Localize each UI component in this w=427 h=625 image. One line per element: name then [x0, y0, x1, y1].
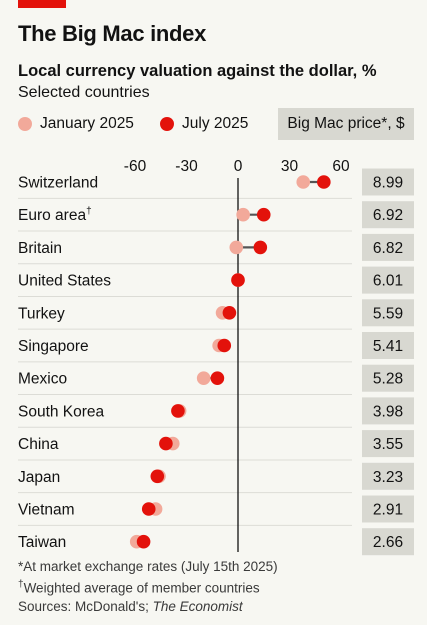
chart-subsubtitle: Selected countries — [18, 84, 150, 101]
price-box — [362, 332, 414, 359]
country-label: United States — [18, 273, 111, 290]
dot-jul — [253, 240, 268, 255]
country-label: Taiwan — [18, 534, 66, 551]
legend-jan-dot — [18, 117, 32, 131]
footnotes: *At market exchange rates (July 15th 202… — [18, 558, 278, 616]
price-value: 2.91 — [373, 502, 403, 519]
price-value: 5.59 — [373, 305, 403, 322]
price-value: 6.01 — [373, 273, 403, 290]
price-box — [362, 299, 414, 327]
footnote-sources: Sources: McDonald's; The Economist — [18, 598, 278, 616]
legend-jul: July 2025 — [160, 115, 248, 133]
dot-jul — [159, 436, 173, 451]
dot-jan — [296, 175, 311, 189]
footnote-dagger-mark: † — [18, 579, 24, 590]
price-value: 6.82 — [373, 240, 403, 257]
dot-jan — [236, 207, 250, 222]
dot-jul — [231, 273, 245, 287]
dot-jul — [256, 207, 271, 222]
price-value: 5.28 — [373, 371, 403, 388]
x-tick-label: 0 — [234, 158, 243, 175]
price-box — [362, 397, 414, 425]
brand-bar — [18, 0, 66, 8]
dot-jul — [222, 306, 237, 320]
legend-jul-dot — [160, 117, 174, 131]
country-label: Mexico — [18, 371, 67, 388]
dot-jul — [150, 469, 165, 484]
price-box — [362, 266, 414, 294]
x-tick-label: -30 — [175, 158, 198, 175]
sources-prefix: Sources: McDonald's; — [18, 598, 153, 614]
dot-jul — [141, 502, 156, 516]
price-value: 8.99 — [373, 175, 403, 192]
x-tick-label: 30 — [281, 158, 299, 175]
dot-jan — [196, 371, 211, 386]
chart-subtitle: Local currency valuation against the dol… — [18, 62, 377, 80]
legend-jan: January 2025 — [18, 115, 134, 133]
price-value: 3.55 — [373, 436, 403, 453]
price-box — [362, 201, 414, 229]
price-value: 3.23 — [373, 469, 403, 486]
country-label: Turkey — [18, 305, 65, 322]
legend-jul-label: July 2025 — [182, 115, 249, 132]
dot-jul — [136, 534, 151, 549]
footnote-dagger-text: Weighted average of member countries — [23, 580, 260, 596]
price-value: 2.66 — [373, 534, 403, 551]
country-label: Japan — [18, 469, 60, 486]
price-value: 5.41 — [373, 338, 403, 355]
footnote-dagger: †Weighted average of member countries — [18, 576, 278, 598]
sources-italic: The Economist — [152, 598, 243, 614]
country-label: Singapore — [18, 338, 89, 355]
country-label: South Korea — [18, 403, 105, 420]
country-label: China — [18, 436, 59, 453]
price-box — [362, 430, 414, 458]
price-header: Big Mac price*, $ — [278, 108, 414, 140]
footnote-star: *At market exchange rates (July 15th 202… — [18, 559, 278, 574]
x-tick-label: -60 — [124, 158, 147, 175]
price-box — [362, 233, 414, 261]
dot-jul — [171, 404, 185, 418]
legend-jan-label: January 2025 — [40, 115, 134, 132]
price-value: 3.98 — [373, 403, 403, 420]
country-label: Vietnam — [18, 502, 75, 519]
price-box — [362, 462, 414, 490]
price-box — [362, 495, 414, 523]
country-label: Euro area† — [18, 206, 92, 224]
dot-jan — [229, 240, 244, 255]
country-label: Switzerland — [18, 175, 98, 192]
price-box — [362, 528, 414, 556]
price-value: 6.92 — [373, 207, 403, 224]
x-tick-label: 60 — [332, 158, 350, 175]
price-box — [362, 168, 414, 196]
chart-title: The Big Mac index — [18, 21, 207, 46]
price-box — [362, 364, 414, 392]
dot-jul — [210, 371, 225, 386]
dot-jul — [317, 175, 331, 189]
dot-jul — [217, 338, 232, 353]
country-label: Britain — [18, 240, 62, 257]
